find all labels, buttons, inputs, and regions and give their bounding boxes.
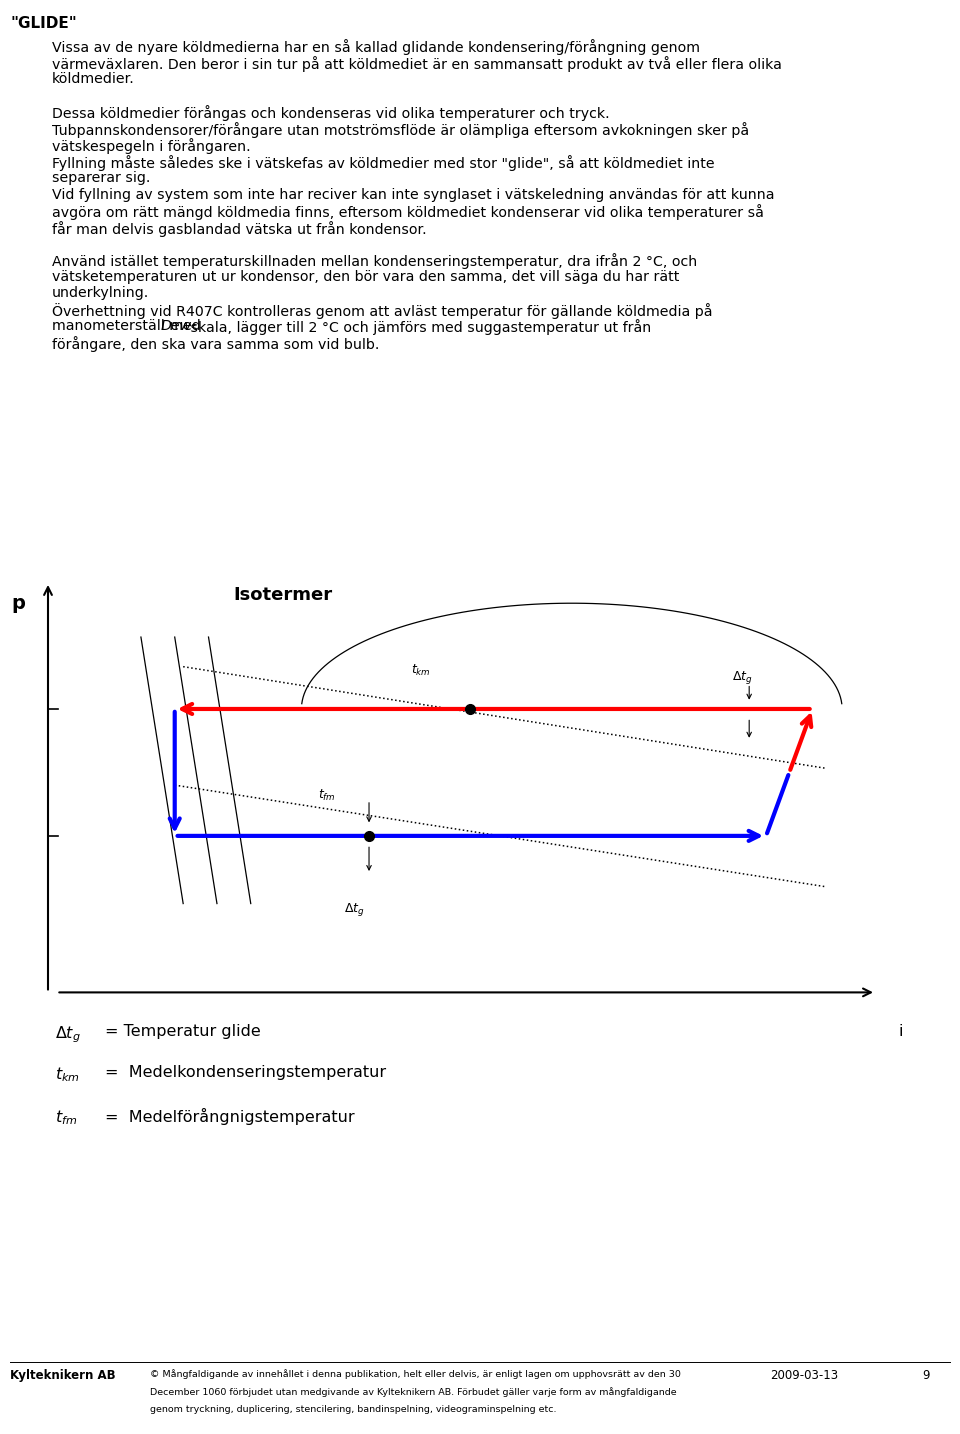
- Text: $t_{fm}$: $t_{fm}$: [55, 1108, 77, 1127]
- Text: Vid fyllning av system som inte har reciver kan inte synglaset i vätskeledning a: Vid fyllning av system som inte har reci…: [52, 188, 775, 202]
- Text: Tubpannskondensorer/förångare utan motströmsflöde är olämpliga eftersom avkoknin: Tubpannskondensorer/förångare utan motst…: [52, 122, 749, 138]
- Text: i: i: [899, 1024, 903, 1040]
- Text: värmeväxlaren. Den beror i sin tur på att köldmediet är en sammansatt produkt av: värmeväxlaren. Den beror i sin tur på at…: [52, 56, 781, 72]
- Text: Dessa köldmedier förångas och kondenseras vid olika temperaturer och tryck.: Dessa köldmedier förångas och kondensera…: [52, 105, 610, 120]
- Text: 9: 9: [923, 1369, 930, 1382]
- Text: $t_{km}$: $t_{km}$: [55, 1065, 80, 1084]
- Text: skala, lägger till 2 °C och jämförs med suggastemperatur ut från: skala, lägger till 2 °C och jämförs med …: [185, 320, 651, 336]
- Text: får man delvis gasblandad vätska ut från kondensor.: får man delvis gasblandad vätska ut från…: [52, 221, 426, 237]
- Text: $t_{fm}$: $t_{fm}$: [319, 789, 336, 803]
- Text: $\Delta t_g$: $\Delta t_g$: [344, 902, 365, 918]
- Text: Använd istället temperaturskillnaden mellan kondenseringstemperatur, dra ifrån 2: Använd istället temperaturskillnaden mel…: [52, 254, 697, 270]
- Text: =  Medelförångnigstemperatur: = Medelförångnigstemperatur: [105, 1108, 354, 1126]
- Text: Vissa av de nyare köldmedierna har en så kallad glidande kondensering/förångning: Vissa av de nyare köldmedierna har en så…: [52, 39, 700, 56]
- Text: Fyllning måste således ske i vätskefas av köldmedier med stor "glide", så att kö: Fyllning måste således ske i vätskefas a…: [52, 155, 714, 171]
- Text: $\Delta t_g$: $\Delta t_g$: [732, 668, 753, 685]
- Text: avgöra om rätt mängd köldmedia finns, eftersom köldmediet kondenserar vid olika : avgöra om rätt mängd köldmedia finns, ef…: [52, 204, 764, 219]
- Text: vätskespegeln i förångaren.: vätskespegeln i förångaren.: [52, 138, 251, 153]
- Text: Överhettning vid R407C kontrolleras genom att avläst temperatur för gällande köl: Överhettning vid R407C kontrolleras geno…: [52, 303, 712, 318]
- Text: =  Medelkondenseringstemperatur: = Medelkondenseringstemperatur: [105, 1065, 386, 1080]
- Text: underkylning.: underkylning.: [52, 287, 149, 301]
- Text: p: p: [12, 594, 25, 612]
- Text: = Temperatur glide: = Temperatur glide: [105, 1024, 260, 1040]
- Text: Isotermer: Isotermer: [234, 587, 333, 604]
- Text: $\Delta t_g$: $\Delta t_g$: [55, 1024, 81, 1045]
- Text: $t_{km}$: $t_{km}$: [411, 664, 431, 678]
- Text: December 1060 förbjudet utan medgivande av Kylteknikern AB. Förbudet gäller varj: December 1060 förbjudet utan medgivande …: [150, 1387, 677, 1397]
- Text: vätsketemperaturen ut ur kondensor, den bör vara den samma, det vill säga du har: vätsketemperaturen ut ur kondensor, den …: [52, 270, 680, 284]
- Text: separerar sig.: separerar sig.: [52, 171, 151, 185]
- Text: "GLIDE": "GLIDE": [10, 16, 77, 32]
- Text: köldmedier.: köldmedier.: [52, 72, 134, 86]
- Text: © Mångfaldigande av innehållet i denna publikation, helt eller delvis, är enligt: © Mångfaldigande av innehållet i denna p…: [150, 1369, 681, 1380]
- Text: genom tryckning, duplicering, stencilering, bandinspelning, videograminspelning : genom tryckning, duplicering, stencileri…: [150, 1405, 557, 1414]
- Text: Dew-: Dew-: [160, 320, 197, 334]
- Text: förångare, den ska vara samma som vid bulb.: förångare, den ska vara samma som vid bu…: [52, 336, 379, 351]
- Text: Kylteknikern AB: Kylteknikern AB: [10, 1369, 115, 1382]
- Text: 2009-03-13: 2009-03-13: [770, 1369, 838, 1382]
- Text: manometerställ med: manometerställ med: [52, 320, 205, 334]
